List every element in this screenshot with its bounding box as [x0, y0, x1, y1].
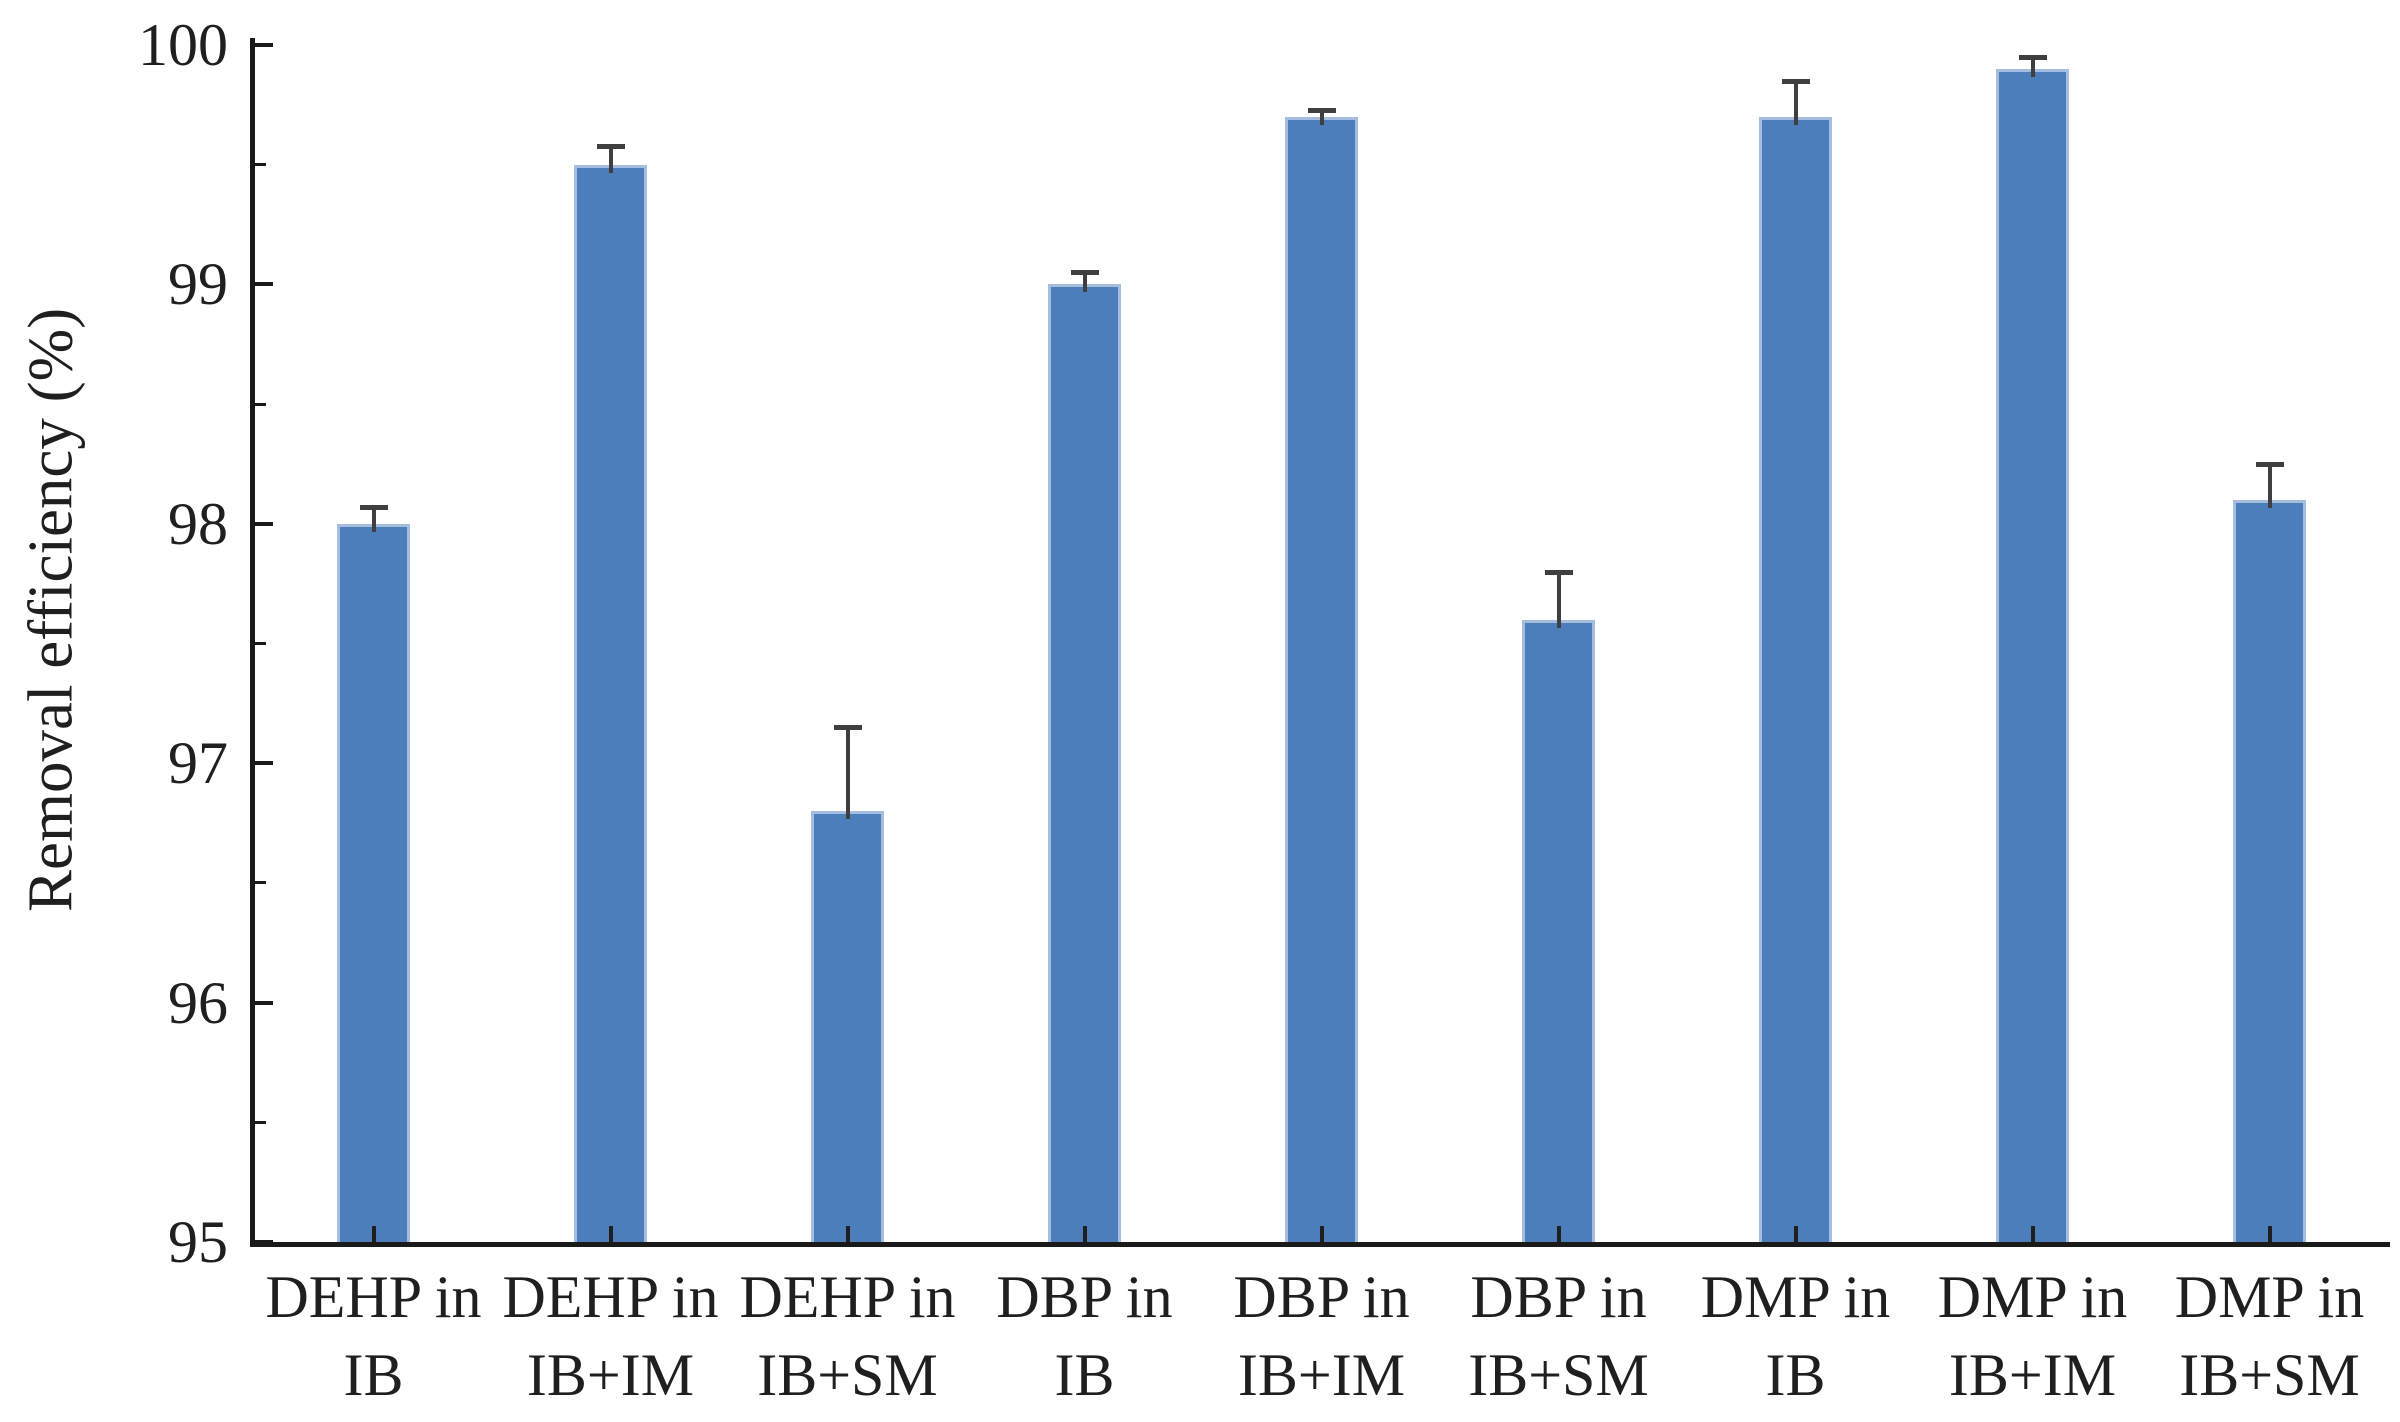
error-bar-cap — [1781, 78, 1810, 84]
error-bar — [1793, 80, 1798, 125]
y-axis-major-tick — [255, 1240, 273, 1244]
error-bar-cap — [2255, 461, 2284, 467]
category-label: DBP in IB+IM — [1172, 1258, 1472, 1414]
category-label: DEHP in IB+SM — [698, 1258, 998, 1414]
category-label-line: DEHP in — [502, 1264, 719, 1330]
category-label-line: DMP in — [1700, 1264, 1891, 1330]
y-axis-minor-tick — [255, 1120, 266, 1124]
bar — [1759, 116, 1832, 1242]
category-label-line: DEHP in — [265, 1264, 482, 1330]
category-label-line: DBP in — [1233, 1264, 1410, 1330]
error-bar-cap — [596, 143, 625, 149]
category-label-line: IB+SM — [1468, 1342, 1649, 1408]
category-tick — [1319, 1226, 1324, 1242]
error-bar — [608, 145, 613, 173]
bar — [574, 164, 647, 1242]
error-bar — [1319, 109, 1324, 125]
bar — [811, 811, 884, 1242]
category-label-line: IB+IM — [1948, 1342, 2117, 1408]
category-label: DEHP in IB — [224, 1258, 524, 1414]
y-axis-major-tick — [255, 761, 273, 766]
category-tick — [2030, 1226, 2035, 1242]
error-bar-cap — [833, 725, 862, 731]
category-label-line: IB — [343, 1342, 404, 1408]
bar — [337, 523, 410, 1242]
category-tick — [2267, 1226, 2272, 1242]
x-axis-line — [250, 1242, 2390, 1247]
category-label-line: IB — [1765, 1342, 1826, 1408]
y-axis-tick-label: 100 — [138, 12, 228, 78]
category-label-line: DMP in — [1937, 1264, 2128, 1330]
bar — [1285, 116, 1358, 1242]
category-label-line: DBP in — [996, 1264, 1173, 1330]
y-axis-tick-label: 98 — [168, 490, 228, 557]
y-axis-minor-tick — [255, 642, 266, 645]
error-bar-cap — [1307, 107, 1336, 113]
error-bar-cap — [2018, 54, 2047, 60]
bar — [1996, 68, 2069, 1242]
y-axis-tick-label: 96 — [168, 969, 228, 1036]
category-tick — [1793, 1226, 1798, 1242]
category-label-line: DEHP in — [739, 1264, 956, 1330]
category-label: DEHP in IB+IM — [461, 1258, 761, 1414]
category-label: DBP in IB+SM — [1409, 1258, 1709, 1414]
error-bar-cap — [359, 505, 388, 511]
category-label-line: IB+SM — [757, 1342, 938, 1408]
category-label-line: IB+SM — [2179, 1342, 2360, 1408]
category-label-line: DMP in — [2174, 1264, 2365, 1330]
y-axis-major-tick — [255, 1000, 273, 1005]
y-axis-major-tick — [255, 43, 273, 47]
category-label: DMP in IB — [1646, 1258, 1946, 1414]
error-bar — [2267, 463, 2272, 508]
category-tick — [1082, 1226, 1087, 1242]
category-label-line: DBP in — [1470, 1264, 1647, 1330]
error-bar — [371, 507, 376, 532]
y-axis-spine — [250, 38, 255, 1247]
y-axis-tick-label: 95 — [168, 1209, 228, 1275]
error-bar — [845, 727, 850, 820]
y-axis-tick-label: 97 — [168, 730, 228, 797]
category-label: DMP in IB+IM — [1883, 1258, 2183, 1414]
category-tick — [1556, 1226, 1561, 1242]
category-label-line: IB+IM — [526, 1342, 695, 1408]
y-axis-major-tick — [255, 282, 273, 287]
error-bar-cap — [1544, 569, 1573, 575]
category-tick — [371, 1226, 376, 1242]
error-bar-cap — [1070, 270, 1099, 276]
category-label-line: IB+IM — [1237, 1342, 1406, 1408]
y-axis-tick-label: 99 — [168, 251, 228, 318]
y-axis-minor-tick — [255, 163, 266, 167]
category-label-line: IB — [1054, 1342, 1115, 1408]
bar — [1522, 619, 1595, 1242]
category-tick — [845, 1226, 850, 1242]
bar — [2233, 499, 2306, 1242]
error-bar — [1082, 272, 1087, 293]
category-label: DBP in IB — [935, 1258, 1235, 1414]
error-bar — [1556, 571, 1561, 628]
error-bar — [2030, 56, 2035, 77]
category-label: DMP in IB+SM — [2120, 1258, 2400, 1414]
y-axis-minor-tick — [255, 881, 266, 885]
bar — [1048, 284, 1121, 1242]
y-axis-minor-tick — [255, 402, 266, 406]
y-axis-major-tick — [255, 521, 273, 526]
category-tick — [608, 1226, 613, 1242]
